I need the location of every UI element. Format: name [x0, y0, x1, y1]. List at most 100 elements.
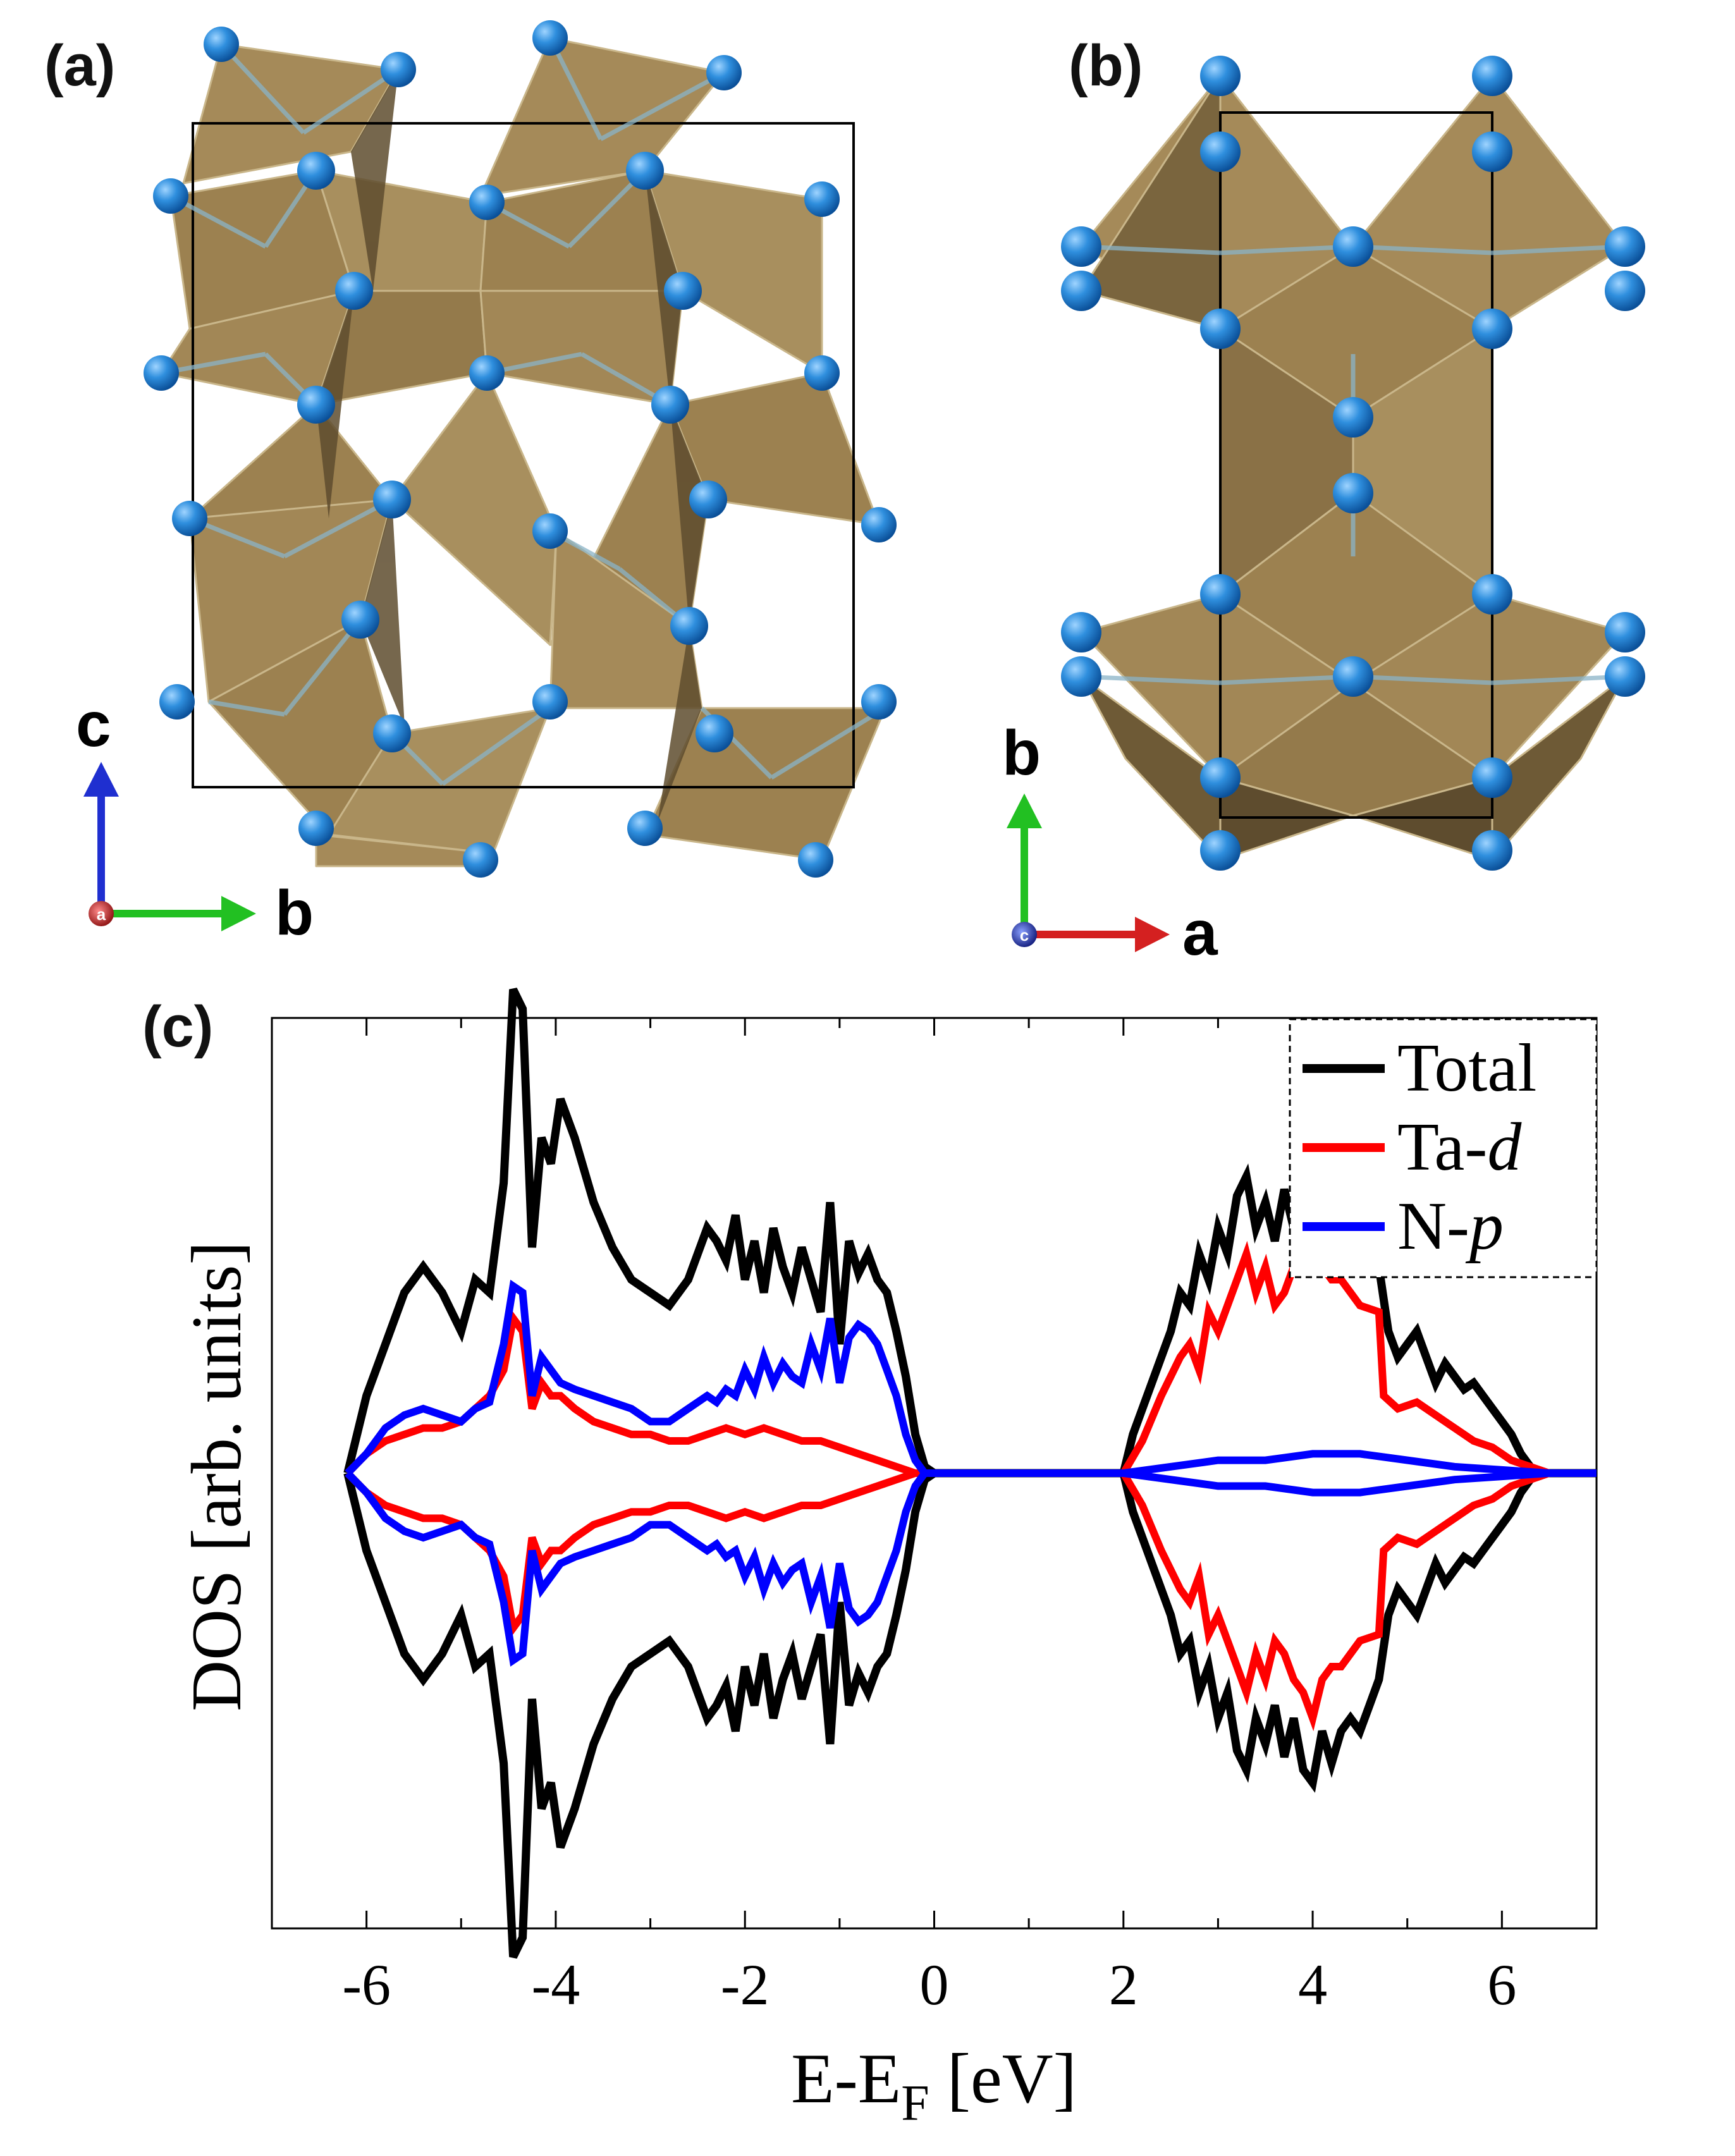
panel-b-axes-triad: c b a	[1002, 718, 1218, 969]
panel-b-atom	[1061, 656, 1101, 697]
axis-b-label-b: b	[1002, 718, 1041, 788]
panel-a-atom	[463, 842, 498, 878]
panel-a-atom	[804, 355, 840, 391]
panel-b-atom	[1605, 612, 1645, 652]
panel-b-atom	[1061, 612, 1101, 652]
panel-a-atom	[861, 507, 897, 542]
panel-a-label: (a)	[44, 34, 115, 98]
panel-c: (c) -6 -4 -2 0 2 4 6 DOS [arb. units] E-EF [eV…	[142, 988, 1598, 2131]
axis-c-label: c	[76, 689, 111, 760]
legend-label-total: Total	[1397, 1031, 1536, 1106]
x-axis-title-main: E-E	[791, 2040, 901, 2118]
panel-b-atom	[1200, 132, 1241, 172]
x-axis-title-unit: [eV]	[929, 2040, 1077, 2118]
panel-b-atom	[1472, 309, 1512, 349]
panel-a-atom	[627, 811, 663, 846]
x-tick-label: -2	[721, 1952, 769, 2017]
x-ticks: -6 -4 -2 0 2 4 6	[271, 1018, 1598, 2017]
panel-a-atom	[469, 355, 505, 391]
legend-label-n-p-italic: p	[1465, 1189, 1504, 1264]
x-tick-label: 2	[1109, 1952, 1138, 2017]
panel-b-atom	[1472, 757, 1512, 798]
x-tick-label: -6	[342, 1952, 391, 2017]
panel-a-atom	[689, 481, 727, 518]
axis-a-label: a	[1182, 898, 1218, 969]
panel-a-atom	[626, 152, 664, 190]
panel-b-atom	[1472, 830, 1512, 871]
axis-c-arrow-head	[83, 762, 119, 797]
panel-a-atom	[297, 386, 335, 424]
panel-a-atom	[144, 355, 179, 391]
panel-b-atom	[1472, 56, 1512, 96]
panel-a-atom	[670, 607, 708, 645]
panel-a-atom	[532, 20, 568, 56]
panel-a-atoms	[144, 20, 897, 878]
panel-a-atom	[159, 684, 195, 720]
panel-a-atom	[298, 811, 334, 846]
panel-b-atom	[1605, 656, 1645, 697]
panel-b-atom	[1605, 226, 1645, 267]
panel-b-structure	[1061, 56, 1645, 871]
panel-b-atom	[1333, 397, 1373, 438]
legend-label-n-p-main: N-	[1397, 1189, 1469, 1264]
panel-a-atom	[341, 601, 379, 639]
panel-a-atom	[664, 272, 702, 310]
panel-a-atom	[706, 55, 742, 90]
panel-b-atom	[1200, 309, 1241, 349]
x-tick-label: 6	[1487, 1952, 1516, 2017]
panel-b-unit-cell	[1219, 111, 1493, 819]
panel-b-atom	[1472, 574, 1512, 615]
panel-a-atom	[532, 513, 568, 549]
panel-b-atom	[1605, 271, 1645, 311]
panel-b-atom	[1333, 473, 1373, 513]
panel-a-atom	[861, 684, 897, 720]
series-n-p-lower	[345, 1469, 1597, 1667]
panel-b-atom	[1061, 226, 1101, 267]
series-n-p-upper	[345, 1279, 1597, 1477]
axis-origin-a-label: a	[97, 905, 106, 924]
dos-chart: -6 -4 -2 0 2 4 6 DOS [arb. units] E-EF [eV] To…	[178, 988, 1598, 2131]
legend-label-n-p: N-p	[1397, 1189, 1504, 1264]
panel-a: (a)	[44, 20, 897, 948]
panel-a-atom	[532, 684, 568, 720]
panel-a-polyhedra	[160, 37, 886, 867]
panel-b-atom	[1333, 656, 1373, 697]
panel-b-polyhedra	[1080, 75, 1626, 861]
panel-a-atom	[204, 27, 239, 62]
axis-origin-c-label: c	[1020, 926, 1029, 945]
legend-label-ta-d-italic: d	[1487, 1110, 1522, 1185]
panel-a-atom	[381, 52, 416, 87]
panel-b-label: (b)	[1069, 34, 1143, 98]
legend-label-ta-d: Ta-d	[1397, 1110, 1522, 1185]
axis-b-label: b	[275, 878, 314, 948]
panel-a-atom	[335, 272, 373, 310]
y-axis-title: DOS [arb. units]	[178, 1241, 256, 1711]
axis-b-arrow-head-b	[1007, 793, 1042, 828]
legend-label-ta-d-main: Ta-	[1397, 1110, 1487, 1185]
x-tick-label: 0	[920, 1952, 949, 2017]
panel-a-atom	[798, 842, 833, 878]
panel-a-atom	[651, 386, 689, 424]
panel-a-atom	[373, 714, 411, 752]
axis-b-arrow-head	[221, 896, 256, 931]
panel-a-atom	[373, 481, 411, 518]
panel-a-atom	[153, 178, 188, 214]
panel-b-atoms	[1061, 56, 1645, 871]
panel-b-atom	[1200, 574, 1241, 615]
x-tick-label: 4	[1298, 1952, 1327, 2017]
panel-a-bonds	[161, 37, 886, 786]
panel-c-label: (c)	[142, 995, 213, 1059]
panel-b-atom	[1200, 757, 1241, 798]
panel-b-atom	[1061, 271, 1101, 311]
panel-a-atom	[297, 152, 335, 190]
panel-a-atom	[696, 714, 733, 752]
legend: Total Ta-d N-p	[1289, 1018, 1598, 1278]
panel-b-atom	[1472, 132, 1512, 172]
panel-a-atom	[469, 185, 505, 220]
panel-a-atom	[804, 181, 840, 217]
panel-a-atom	[172, 501, 207, 536]
axis-origin-c	[1012, 922, 1037, 947]
axis-a-arrow-head	[1135, 917, 1170, 952]
panel-b-atom	[1200, 830, 1241, 871]
